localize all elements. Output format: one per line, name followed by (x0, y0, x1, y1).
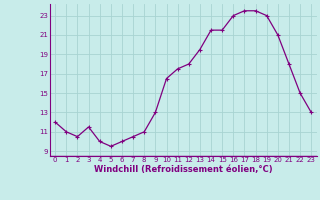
X-axis label: Windchill (Refroidissement éolien,°C): Windchill (Refroidissement éolien,°C) (94, 165, 273, 174)
